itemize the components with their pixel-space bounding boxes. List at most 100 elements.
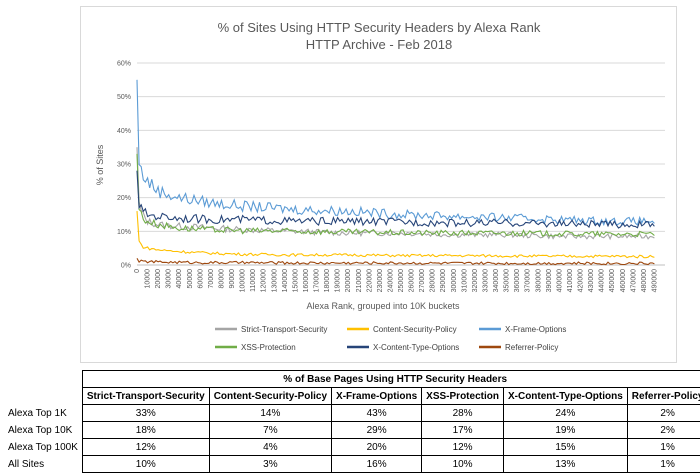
table-header-row: Strict-Transport-Security Content-Securit…	[4, 387, 700, 405]
y-tick-label: 40%	[117, 128, 131, 135]
x-tick-label: 440000	[599, 269, 606, 292]
y-tick-label: 20%	[117, 195, 131, 202]
y-axis-title: % of Sites	[95, 144, 105, 185]
line-chart: % of Sites Using HTTP Security Headers b…	[95, 20, 665, 352]
x-tick-label: 100000	[240, 269, 247, 292]
x-tick-label: 80000	[218, 269, 225, 289]
table-cell: 15%	[502, 438, 628, 456]
x-tick-label: 150000	[292, 269, 299, 292]
y-tick-label: 10%	[117, 229, 131, 236]
row-label: All Sites	[4, 455, 83, 473]
table-cell: 12%	[421, 438, 504, 456]
series-line-x-frame-options	[136, 79, 655, 227]
x-axis-title: Alexa Rank, grouped into 10K buckets	[306, 301, 460, 311]
x-tick-label: 450000	[609, 269, 616, 292]
table-cell: 13%	[502, 455, 628, 473]
x-tick-label: 380000	[535, 269, 542, 292]
x-tick-label: 190000	[335, 269, 342, 292]
x-tick-label: 0	[134, 269, 141, 273]
x-tick-label: 490000	[651, 269, 658, 292]
legend-label: X-Content-Type-Options	[373, 343, 459, 352]
x-tick-label: 370000	[525, 269, 532, 292]
x-tick-label: 210000	[356, 269, 363, 292]
legend-label: XSS-Protection	[241, 343, 296, 352]
table-row: Alexa Top 100K 12% 4% 20% 12% 15% 1%	[4, 438, 700, 456]
table-title-row: % of Base Pages Using HTTP Security Head…	[4, 370, 700, 388]
chart-frame: % of Sites Using HTTP Security Headers b…	[80, 6, 677, 363]
table-corner	[4, 387, 83, 405]
column-header: Referrer-Policy	[626, 387, 700, 405]
table-cell: 17%	[421, 421, 504, 439]
x-tick-label: 340000	[493, 269, 500, 292]
table-cell: 1%	[626, 455, 700, 473]
x-tick-label: 70000	[208, 269, 215, 289]
chart-title: % of Sites Using HTTP Security Headers b…	[218, 20, 541, 35]
table-cell: 20%	[331, 438, 423, 456]
x-tick-label: 320000	[472, 269, 479, 292]
table-title: % of Base Pages Using HTTP Security Head…	[81, 370, 700, 388]
row-label: Alexa Top 10K	[4, 421, 83, 439]
table-cell: 19%	[502, 421, 628, 439]
x-tick-label: 240000	[387, 269, 394, 292]
x-tick-label: 130000	[271, 269, 278, 292]
table-body: Alexa Top 1K 33% 14% 43% 28% 24% 2% Alexa Top 1…	[4, 404, 700, 473]
x-tick-label: 170000	[314, 269, 321, 292]
column-header: Strict-Transport-Security	[81, 387, 210, 405]
table-cell: 29%	[331, 421, 423, 439]
x-tick-label: 360000	[514, 269, 521, 292]
table-corner	[4, 370, 83, 388]
x-axis-ticks: 0 10000 20000 30000 40000 50000 60000 70000 8000…	[134, 269, 658, 292]
x-tick-label: 10000	[145, 269, 152, 289]
table-cell: 18%	[81, 421, 210, 439]
row-label: Alexa Top 100K	[4, 438, 83, 456]
table-cell: 4%	[208, 438, 333, 456]
x-tick-label: 260000	[409, 269, 416, 292]
y-tick-label: 60%	[117, 61, 131, 68]
x-tick-label: 160000	[303, 269, 310, 292]
table-cell: 24%	[502, 404, 628, 422]
x-tick-label: 90000	[229, 269, 236, 289]
x-tick-label: 120000	[261, 269, 268, 292]
x-tick-label: 110000	[250, 269, 257, 292]
x-tick-label: 430000	[588, 269, 595, 292]
legend-label: Referrer-Policy	[505, 343, 558, 352]
table-cell: 16%	[331, 455, 423, 473]
x-tick-label: 40000	[176, 269, 183, 289]
x-tick-label: 420000	[578, 269, 585, 292]
x-tick-label: 280000	[430, 269, 437, 292]
gridlines	[137, 62, 665, 266]
series-lines	[136, 79, 655, 266]
legend: Strict-Transport-Security Content-Securit…	[215, 325, 566, 352]
x-tick-label: 290000	[440, 269, 447, 292]
x-tick-label: 480000	[641, 269, 648, 292]
table-cell: 7%	[208, 421, 333, 439]
series-line-x-content-type-options	[136, 170, 655, 229]
x-tick-label: 350000	[504, 269, 511, 292]
series-line-xss-protection	[136, 153, 655, 238]
x-tick-label: 220000	[366, 269, 373, 292]
stats-table: % of Base Pages Using HTTP Security Head…	[4, 370, 700, 473]
y-axis-ticks: 0% 10% 20% 30% 40% 50% 60%	[117, 61, 131, 270]
series-line-referrer-policy	[136, 258, 655, 266]
x-tick-label: 20000	[155, 269, 162, 289]
y-tick-label: 0%	[121, 263, 131, 270]
x-tick-label: 180000	[324, 269, 331, 292]
column-header: X-Content-Type-Options	[502, 387, 628, 405]
x-tick-label: 30000	[166, 269, 173, 289]
x-tick-label: 140000	[282, 269, 289, 292]
table-cell: 2%	[626, 421, 700, 439]
table-row: Alexa Top 10K 18% 7% 29% 17% 19% 2%	[4, 421, 700, 439]
x-tick-label: 60000	[197, 269, 204, 289]
table-cell: 43%	[331, 404, 423, 422]
column-header: XSS-Protection	[421, 387, 504, 405]
x-tick-label: 400000	[556, 269, 563, 292]
legend-label: Content-Security-Policy	[373, 325, 457, 334]
table-row: Alexa Top 1K 33% 14% 43% 28% 24% 2%	[4, 404, 700, 422]
table-cell: 33%	[81, 404, 210, 422]
table-cell: 28%	[421, 404, 504, 422]
column-header: X-Frame-Options	[331, 387, 423, 405]
x-tick-label: 470000	[630, 269, 637, 292]
table-cell: 10%	[81, 455, 210, 473]
table-cell: 12%	[81, 438, 210, 456]
chart-subtitle: HTTP Archive - Feb 2018	[306, 37, 452, 52]
